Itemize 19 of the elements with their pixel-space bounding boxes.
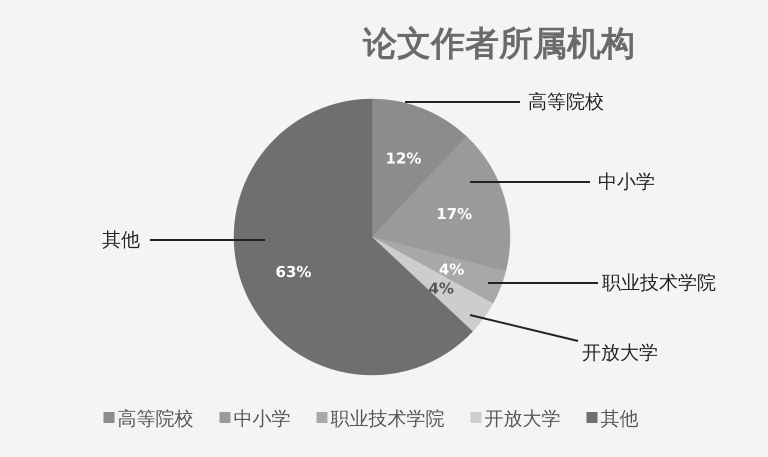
legend-label: 开放大学 (484, 408, 560, 430)
legend-label: 职业技术学院 (330, 408, 444, 430)
pie-slice (372, 236, 506, 304)
pie-slice (234, 98, 473, 376)
data-label: 4% (438, 260, 464, 278)
data-label: 63% (276, 262, 312, 281)
legend-label: 高等院校 (118, 408, 194, 430)
data-label: 17% (436, 205, 472, 224)
slice-label: 其他 (102, 229, 140, 251)
slice-label: 开放大学 (582, 342, 658, 364)
slice-label: 职业技术学院 (602, 272, 716, 294)
pie-slice (372, 236, 494, 332)
chart-title: 论文作者所属机构 (362, 24, 635, 64)
data-label: 12% (386, 149, 422, 168)
legend-label: 中小学 (234, 408, 290, 430)
legend-label: 其他 (600, 408, 638, 430)
slice-label: 中小学 (598, 171, 655, 193)
slice-label: 高等院校 (528, 91, 604, 113)
data-label: 4% (428, 279, 454, 298)
